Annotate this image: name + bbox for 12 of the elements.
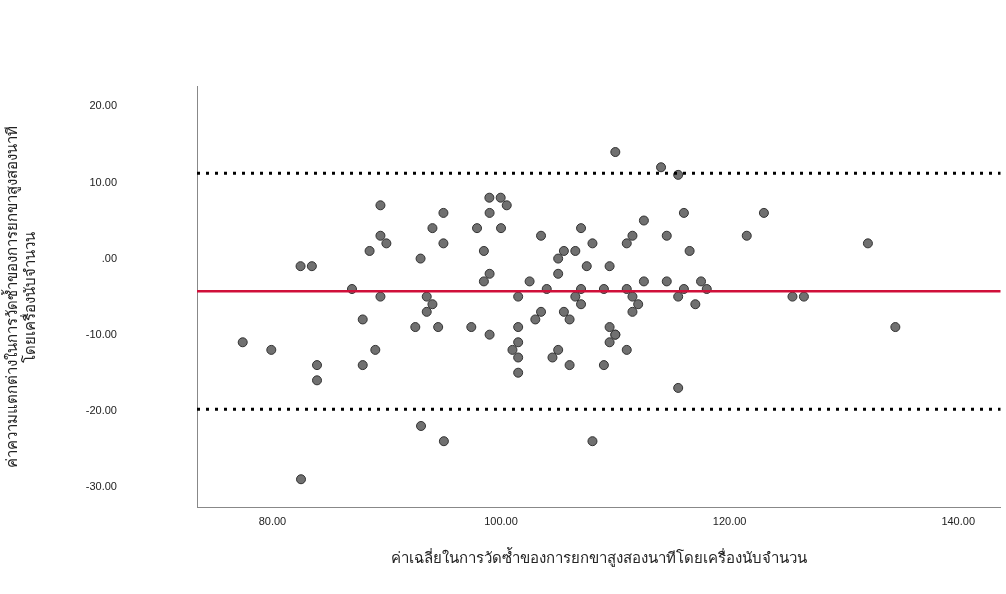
y-tick-label: -10.00: [85, 327, 117, 340]
x-axis-title: ค่าเฉลี่ยในการวัดซ้ำของการยกขาสูงสองนาทีโดยเครื่องนับจำนวน: [390, 547, 807, 568]
y-tick-label: -20.00: [85, 403, 117, 416]
y-tick-label: -30.00: [85, 479, 117, 492]
x-tick-label: 140.00: [941, 515, 976, 528]
x-tick-label: 100.00: [484, 515, 518, 528]
y-tick-label: 20.00: [89, 99, 117, 112]
x-tick-label: 80.00: [258, 515, 287, 528]
y-tick-label: 10.00: [89, 175, 117, 188]
x-tick-label: 120.00: [712, 515, 747, 528]
y-axis-title: ค่าความแตกต่างในการวัดซ้ำของการยกขาสูงสองนาที โดยเครื่องนับจำนวน: [0, 126, 39, 468]
y-tick-label: .00: [101, 251, 117, 264]
